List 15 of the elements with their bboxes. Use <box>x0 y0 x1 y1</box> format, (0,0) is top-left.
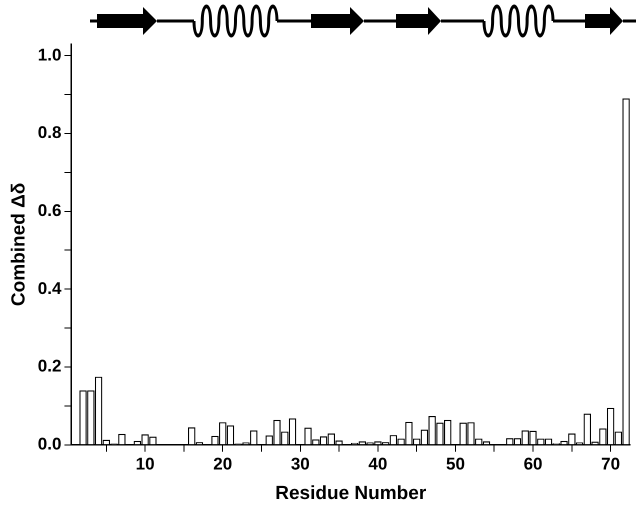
y-tick-label: 0.0 <box>38 434 62 454</box>
y-tick-label: 1.0 <box>38 45 62 64</box>
y-tick-label: 0.2 <box>38 356 62 376</box>
y-axis-title: Combined Δδ <box>8 182 30 306</box>
x-tick-label: 30 <box>290 454 310 474</box>
y-tick-label: 0.6 <box>38 201 62 220</box>
x-tick-label: 50 <box>446 454 465 474</box>
x-tick-label: 70 <box>601 454 620 474</box>
x-tick-label: 40 <box>368 454 388 474</box>
x-tick-label: 20 <box>213 454 232 474</box>
x-axis-title: Residue Number <box>275 482 427 504</box>
y-tick-label: 0.4 <box>38 278 62 298</box>
y-tick-label: 0.8 <box>38 123 62 142</box>
x-tick-label: 60 <box>524 454 542 474</box>
x-tick-label: 10 <box>136 454 155 474</box>
